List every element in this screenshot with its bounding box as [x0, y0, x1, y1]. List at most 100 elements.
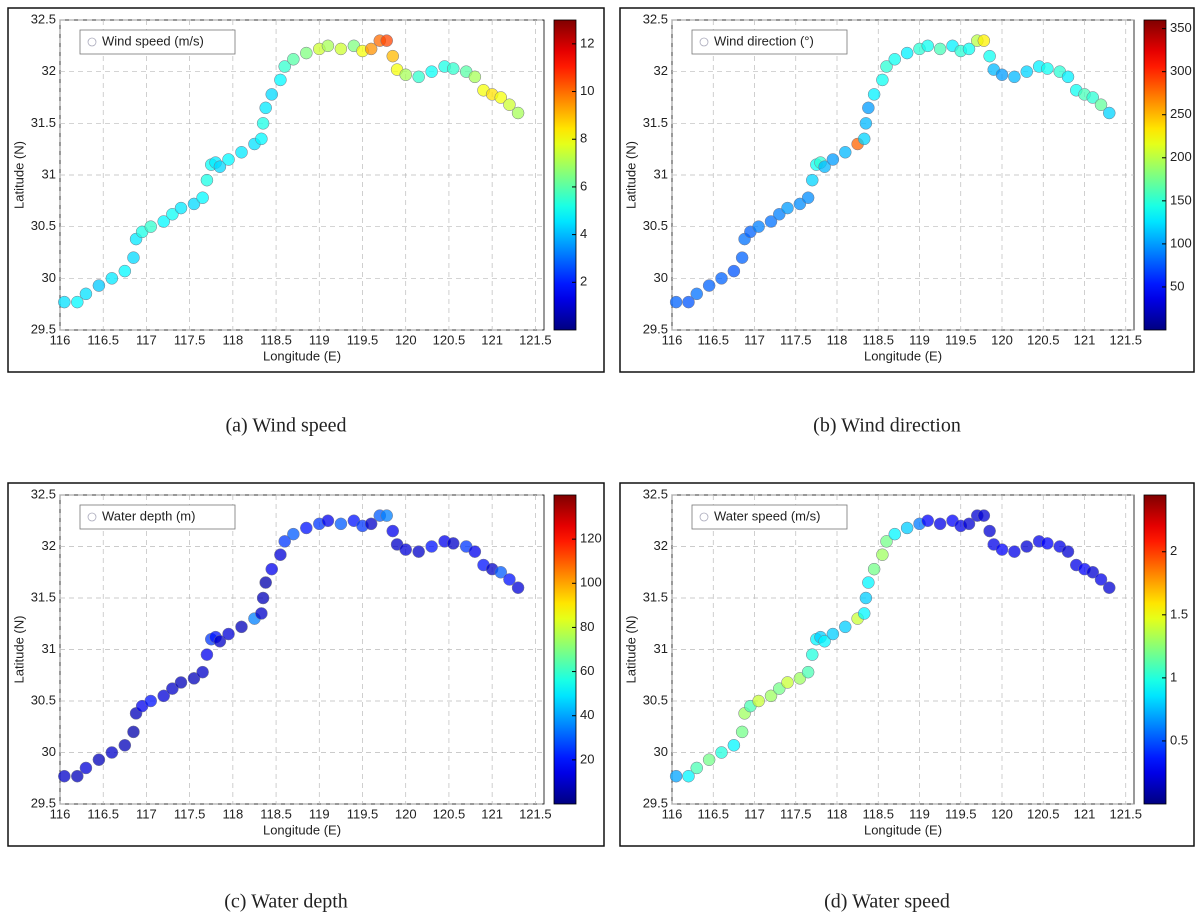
colorbar-tick-label: 0.5: [1170, 732, 1188, 747]
y-tick-label: 30.5: [31, 218, 56, 233]
scatter-point: [58, 769, 71, 783]
scatter-point: [196, 191, 209, 204]
scatter-point: [826, 627, 840, 641]
scatter-point: [862, 101, 875, 115]
scatter-point: [412, 70, 425, 84]
x-tick-label: 116.5: [87, 806, 119, 821]
colorbar-tick-label: 12: [580, 35, 594, 50]
scatter-point: [983, 524, 996, 538]
x-tick-label: 119: [909, 806, 930, 821]
scatter-point: [79, 761, 93, 775]
x-tick-label: 119: [909, 332, 930, 347]
scatter-point: [933, 517, 947, 531]
x-tick-label: 117: [744, 332, 765, 347]
scatter-point: [166, 208, 179, 221]
scatter-point: [818, 635, 831, 648]
legend-box: [79, 504, 236, 530]
x-tick-label: 119: [309, 806, 330, 821]
colorbar-tick-label: 100: [1170, 235, 1192, 250]
scatter-point: [690, 761, 703, 775]
scatter-point: [494, 91, 508, 104]
scatter-point: [174, 201, 188, 215]
scatter-point: [715, 272, 728, 285]
scatter-point: [321, 514, 335, 527]
scatter-point: [921, 514, 934, 527]
colorbar-tick-label: 20: [580, 751, 594, 766]
scatter-point: [888, 53, 901, 66]
x-tick-label: 118: [222, 332, 243, 347]
x-tick-label: 119.5: [347, 806, 379, 821]
x-tick-label: 118.5: [862, 332, 894, 347]
scatter-point: [92, 279, 106, 292]
scatter-point: [801, 665, 815, 679]
y-tick-label: 29.5: [643, 321, 668, 336]
scatter-point: [364, 517, 378, 531]
scatter-point: [412, 545, 425, 558]
x-tick-label: 118.5: [260, 806, 292, 821]
scatter-point: [1086, 566, 1099, 579]
caption: (b) Wind direction: [813, 415, 961, 437]
scatter-point: [962, 517, 976, 531]
colorbar-tick-label: 200: [1170, 149, 1192, 164]
scatter-point: [1061, 545, 1075, 558]
scatter-point: [235, 146, 248, 159]
scatter-point: [806, 173, 819, 187]
legend-label: Water speed (m/s): [714, 508, 820, 523]
x-tick-label: 118: [222, 806, 243, 821]
y-tick-label: 32.5: [643, 11, 668, 26]
scatter-point: [265, 562, 278, 576]
y-tick-label: 31: [42, 166, 56, 181]
scatter-point: [334, 42, 348, 56]
colorbar-tick-label: 2: [580, 274, 587, 289]
scatter-point: [174, 676, 188, 689]
scatter-point: [1103, 581, 1116, 594]
x-tick-label: 118: [827, 332, 848, 347]
scatter-point: [752, 694, 765, 708]
x-tick-label: 116.5: [697, 332, 729, 347]
x-tick-label: 117: [136, 332, 157, 347]
legend-label: Wind direction (°): [714, 33, 814, 48]
y-axis-label: Latitude (N): [11, 616, 26, 684]
scatter-point: [187, 672, 201, 685]
plot-area: [671, 19, 1135, 331]
scatter-point: [1094, 98, 1108, 111]
scatter-point: [287, 527, 300, 541]
panel-frame: [7, 482, 605, 847]
y-tick-label: 32.5: [31, 486, 56, 501]
scatter-point: [105, 746, 119, 759]
scatter-point: [213, 160, 227, 173]
scatter-point: [380, 34, 393, 47]
x-tick-label: 117.5: [780, 332, 812, 347]
panel-frame: [619, 482, 1195, 847]
y-tick-label: 30: [654, 270, 668, 285]
colorbar-tick-label: 350: [1170, 20, 1192, 35]
y-tick-label: 32.5: [643, 486, 668, 501]
y-tick-label: 30.5: [643, 692, 668, 707]
scatter-point: [380, 509, 393, 522]
y-tick-label: 31.5: [643, 115, 668, 130]
y-tick-label: 29.5: [31, 321, 56, 336]
scatter-point: [399, 543, 412, 556]
scatter-point: [806, 648, 819, 661]
scatter-point: [669, 295, 683, 309]
colorbar-tick-label: 10: [580, 83, 594, 98]
colorbar-tick-label: 6: [580, 178, 587, 193]
scatter-point: [933, 42, 947, 56]
scatter-point: [278, 535, 291, 548]
scatter-point: [962, 42, 976, 56]
x-tick-label: 121.5: [519, 806, 552, 821]
scatter-point: [399, 68, 412, 82]
scatter-point: [503, 98, 516, 111]
y-tick-label: 31: [42, 641, 56, 656]
colorbar-tick-label: 250: [1170, 106, 1192, 121]
colorbar-tick-label: 60: [580, 663, 594, 678]
x-tick-label: 120: [395, 332, 417, 347]
legend-marker: [699, 37, 709, 47]
scatter-point: [386, 49, 399, 63]
legend-box: [691, 29, 848, 55]
x-tick-label: 120: [395, 806, 417, 821]
scatter-point: [781, 201, 794, 215]
scatter-point: [511, 106, 525, 120]
caption: (d) Water speed: [824, 891, 950, 913]
x-tick-label: 121: [1074, 806, 1096, 821]
